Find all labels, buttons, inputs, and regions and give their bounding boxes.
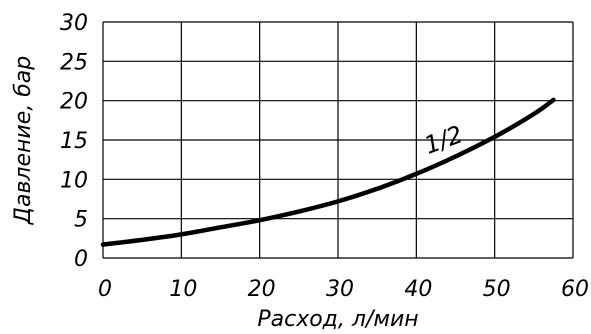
y-tick-label: 25 (60, 50, 88, 75)
x-tick-label: 50 (483, 277, 511, 302)
x-tick-labels: 0 10 20 30 40 50 60 (98, 277, 589, 302)
y-tick-labels: 0 5 10 15 20 25 30 (60, 11, 88, 272)
x-axis-title: Расход, л/мин (257, 307, 418, 332)
y-tick-label: 15 (60, 129, 88, 154)
x-tick-label: 40 (404, 277, 432, 302)
y-axis-title: Давление, бар (11, 56, 36, 225)
series-line-1-2 (100, 97, 556, 247)
chart-grid (102, 21, 574, 259)
x-tick-label: 0 (98, 277, 112, 302)
y-tick-label: 5 (74, 208, 88, 233)
y-tick-label: 20 (60, 90, 88, 115)
x-tick-label: 20 (248, 277, 276, 302)
y-tick-label: 10 (60, 168, 88, 193)
x-tick-label: 60 (561, 277, 589, 302)
y-tick-label: 0 (74, 247, 88, 272)
x-tick-label: 10 (169, 277, 197, 302)
x-tick-label: 30 (326, 277, 354, 302)
y-tick-label: 30 (60, 11, 88, 36)
